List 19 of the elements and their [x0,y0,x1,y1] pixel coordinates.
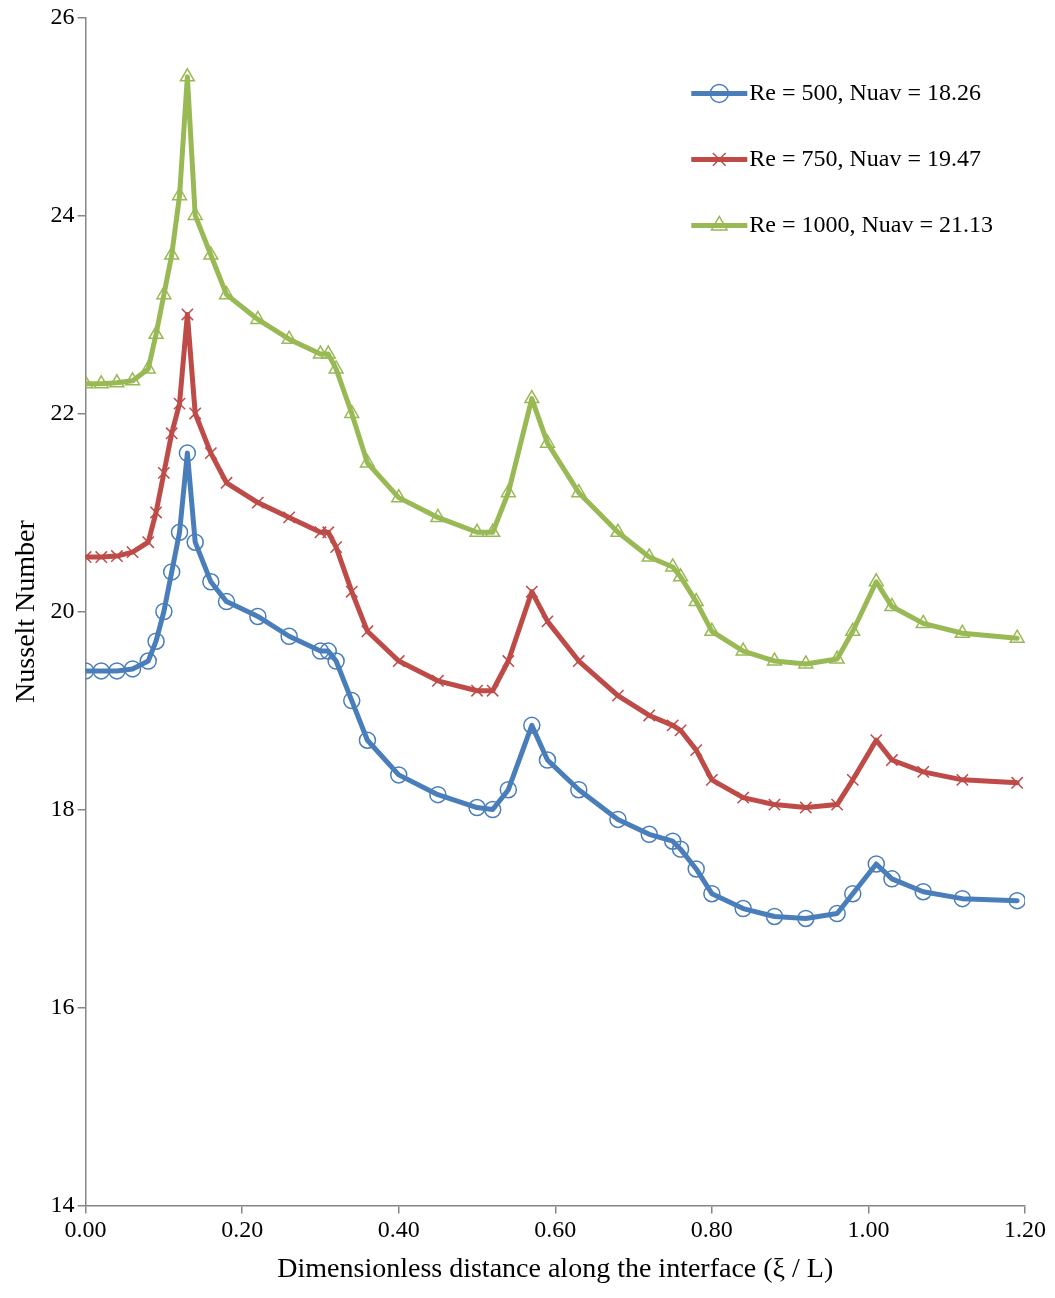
x-tick-label: 0.00 [64,1216,107,1243]
x-tick-label: 1.00 [847,1216,890,1243]
y-tick-label: 26 [50,2,75,29]
y-tick-label: 18 [50,794,75,821]
legend-label: Re = 500, Nuav = 18.26 [749,78,981,105]
legend-label: Re = 750, Nuav = 19.47 [749,144,981,171]
y-tick-label: 20 [50,596,75,623]
y-tick-label: 24 [50,200,75,227]
y-tick-label: 16 [50,992,75,1019]
legend-label: Re = 1000, Nuav = 21.13 [749,210,993,237]
x-tick-label: 1.20 [1004,1216,1046,1243]
x-tick-label: 0.40 [377,1216,420,1243]
y-tick-label: 22 [50,398,75,425]
x-tick-label: 0.60 [534,1216,577,1243]
y-axis-title: Nusselt Number [9,519,41,703]
y-tick-label: 14 [50,1190,75,1217]
x-axis-title: Dimensionless distance along the interface (ξ / L) [277,1251,834,1283]
x-tick-label: 0.20 [221,1216,264,1243]
x-tick-label: 0.80 [690,1216,733,1243]
